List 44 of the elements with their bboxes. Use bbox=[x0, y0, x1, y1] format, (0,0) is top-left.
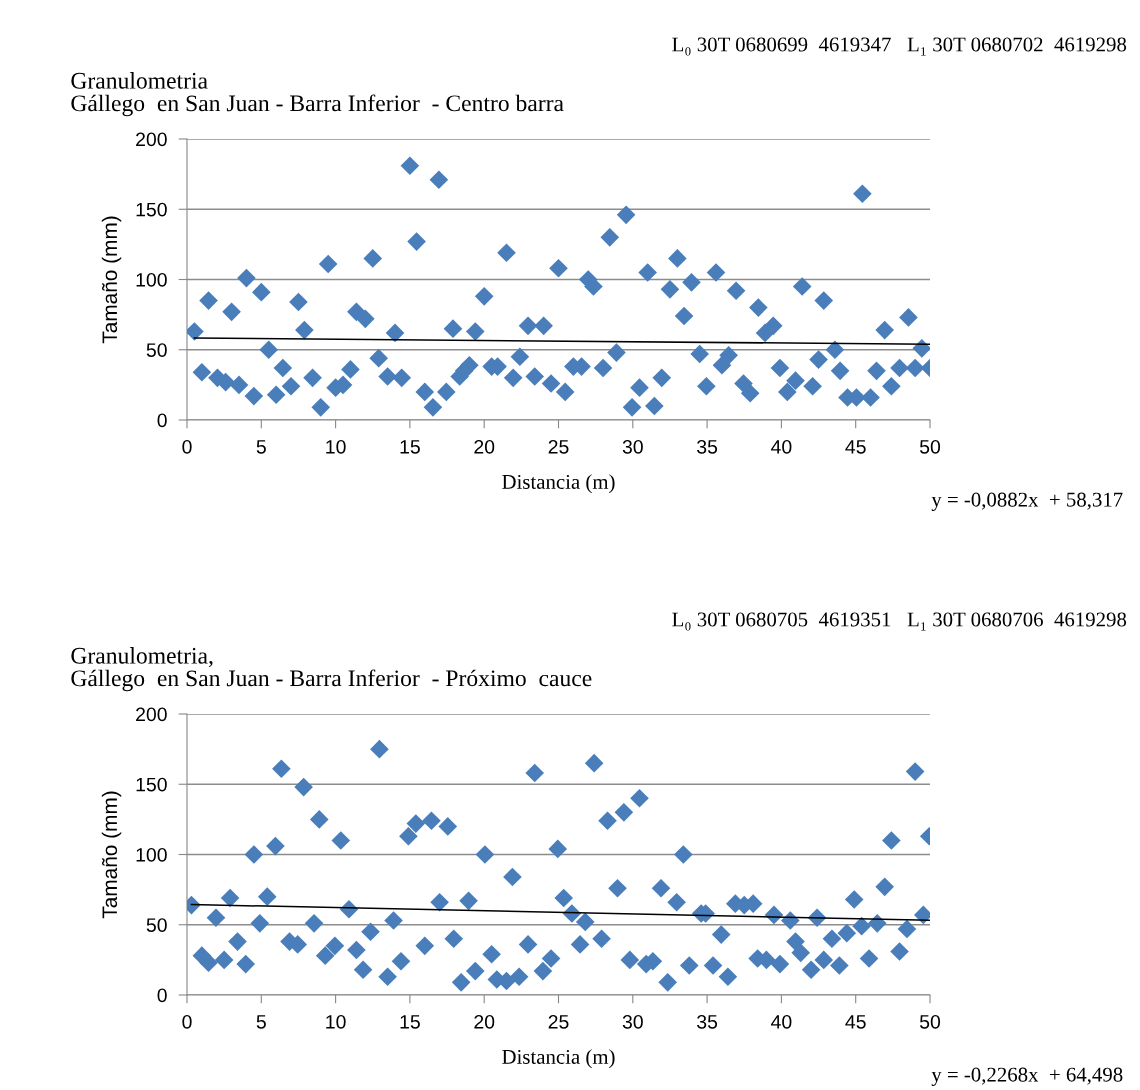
text: L₀ 30T 0680699 4619347 L₁ 30T 0680702 4619298 bbox=[672, 37, 1127, 56]
x-tick-label: 15 bbox=[400, 440, 420, 454]
chart-title: Granulometria bbox=[71, 72, 208, 89]
y-axis-title: Tamaño (mm) bbox=[101, 216, 122, 344]
y-tick-label: 200 bbox=[136, 132, 167, 147]
x-tick-label: 50 bbox=[919, 439, 941, 454]
y-tick-label: 100 bbox=[136, 847, 167, 862]
x-tick-label: 5 bbox=[256, 440, 266, 454]
x-tick-label: 35 bbox=[697, 439, 718, 454]
x-tick-label: 30 bbox=[622, 1014, 643, 1029]
y-tick-label: 0 bbox=[157, 988, 167, 1003]
y-tick-label: 150 bbox=[136, 777, 167, 792]
x-axis-title: Distancia (m) bbox=[502, 474, 615, 494]
x-tick-label: 40 bbox=[771, 439, 792, 454]
x-tick-label: 25 bbox=[548, 439, 569, 454]
x-tick-label: 20 bbox=[474, 1014, 495, 1029]
x-tick-label: 0 bbox=[182, 1014, 192, 1029]
x-tick-label: 15 bbox=[400, 1015, 420, 1029]
x-tick-label: 50 bbox=[919, 1014, 941, 1029]
y-tick-label: 0 bbox=[157, 413, 167, 428]
text: L₀ 30T 0680705 4619351 L₁ 30T 0680706 4619298 bbox=[672, 612, 1127, 631]
y-axis-title: Tamaño (mm) bbox=[101, 791, 122, 919]
x-tick-label: 5 bbox=[256, 1015, 266, 1029]
x-tick-label: 10 bbox=[326, 439, 346, 454]
chart-subtitle: Gállego en San Juan - Barra Inferior - Próximo cauce bbox=[71, 669, 592, 692]
y-tick-label: 100 bbox=[136, 272, 167, 287]
chart-title: Granulometria, bbox=[71, 647, 213, 668]
x-tick-label: 40 bbox=[771, 1014, 792, 1029]
chart-subtitle: Gállego en San Juan - Barra Inferior - Centro barra bbox=[71, 94, 564, 117]
x-tick-label: 25 bbox=[548, 1014, 569, 1029]
x-tick-label: 20 bbox=[474, 439, 495, 454]
x-tick-label: 10 bbox=[326, 1014, 346, 1029]
x-tick-label: 0 bbox=[182, 439, 192, 454]
text: y = -0,2268x + 64,498 bbox=[931, 1067, 1123, 1086]
y-tick-label: 50 bbox=[146, 918, 167, 932]
x-tick-label: 35 bbox=[697, 1014, 718, 1029]
x-tick-label: 45 bbox=[845, 440, 866, 454]
y-tick-label: 50 bbox=[146, 343, 167, 357]
x-tick-label: 45 bbox=[845, 1015, 866, 1029]
y-tick-label: 200 bbox=[136, 707, 167, 722]
x-axis-title: Distancia (m) bbox=[502, 1049, 615, 1069]
y-tick-label: 150 bbox=[136, 202, 167, 217]
text: y = -0,0882x + 58,317 bbox=[931, 492, 1123, 511]
x-tick-label: 30 bbox=[622, 439, 643, 454]
